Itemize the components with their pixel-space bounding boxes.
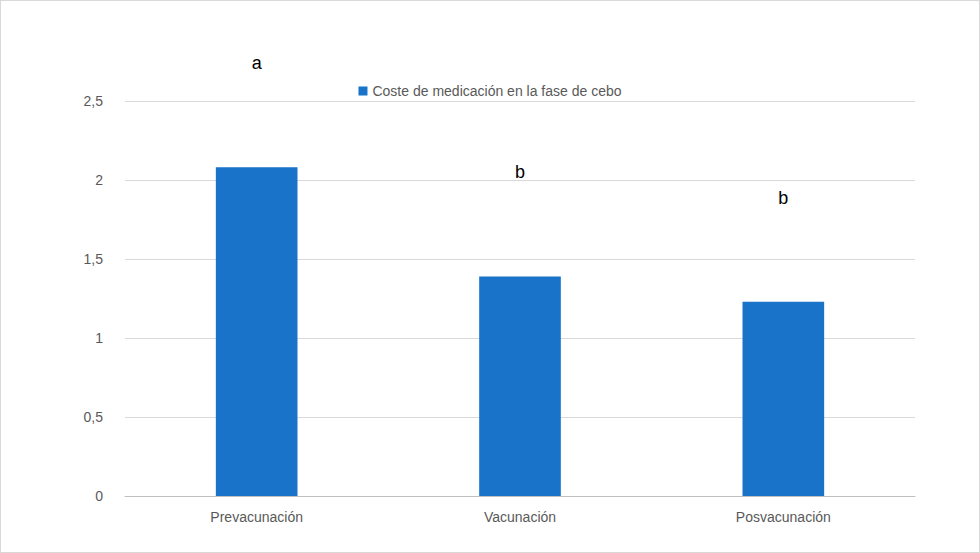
svg-text:Posvacunación: Posvacunación bbox=[736, 509, 831, 525]
svg-text:Vacunación: Vacunación bbox=[484, 509, 556, 525]
svg-text:2: 2 bbox=[95, 172, 103, 188]
svg-text:0: 0 bbox=[95, 488, 103, 504]
svg-text:a: a bbox=[252, 53, 263, 73]
svg-text:1: 1 bbox=[95, 330, 103, 346]
svg-text:2,5: 2,5 bbox=[84, 93, 104, 109]
svg-text:b: b bbox=[778, 188, 788, 208]
svg-text:Coste de medicación en la fase: Coste de medicación en la fase de cebo bbox=[372, 83, 621, 99]
svg-text:b: b bbox=[515, 162, 525, 182]
svg-text:1,5: 1,5 bbox=[84, 251, 104, 267]
svg-text:0,5: 0,5 bbox=[84, 409, 104, 425]
svg-text:Prevacunación: Prevacunación bbox=[210, 509, 303, 525]
